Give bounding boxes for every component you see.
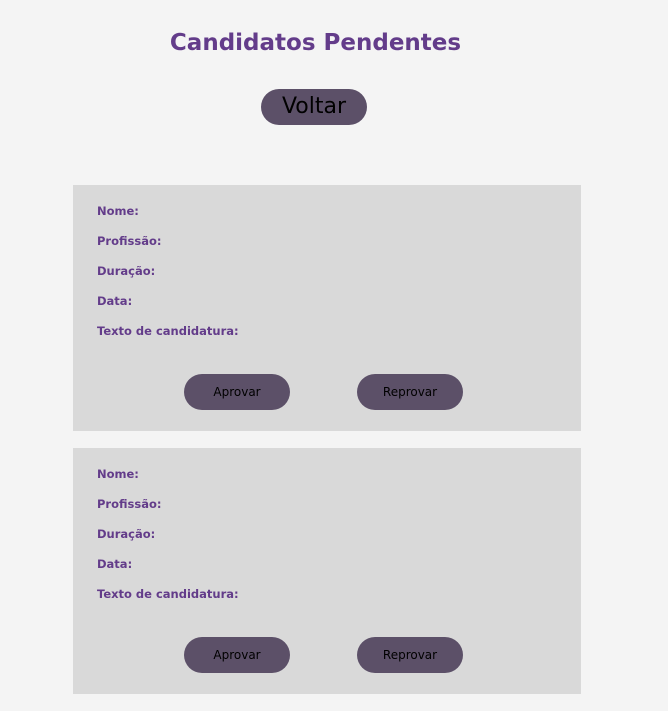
page-title: Candidatos Pendentes [169,30,462,56]
date-label: Data: [97,557,133,571]
candidate-card: Nome: Profissão: Duração: Data: Texto de… [73,448,581,694]
approve-button[interactable]: Aprovar [184,637,290,673]
candidate-duration-field: Duração: [97,264,155,278]
candidate-name-field: Nome: [97,467,139,481]
duration-label: Duração: [97,264,156,278]
candidate-application-text-field: Texto de candidatura: [97,324,239,338]
date-label: Data: [97,294,133,308]
name-label: Nome: [97,204,139,218]
back-button[interactable]: Voltar [261,89,367,125]
candidate-name-field: Nome: [97,204,139,218]
profession-label: Profissão: [97,234,162,248]
reject-button[interactable]: Reprovar [357,637,463,673]
candidate-application-text-field: Texto de candidatura: [97,587,239,601]
candidate-profession-field: Profissão: [97,234,161,248]
candidate-profession-field: Profissão: [97,497,161,511]
candidate-duration-field: Duração: [97,527,155,541]
candidate-date-field: Data: [97,294,132,308]
candidate-list: Nome: Profissão: Duração: Data: Texto de… [73,185,581,711]
application-text-label: Texto de candidatura: [97,324,239,338]
application-text-label: Texto de candidatura: [97,587,239,601]
candidate-date-field: Data: [97,557,132,571]
duration-label: Duração: [97,527,156,541]
reject-button[interactable]: Reprovar [357,374,463,410]
profession-label: Profissão: [97,497,162,511]
candidate-card: Nome: Profissão: Duração: Data: Texto de… [73,185,581,431]
name-label: Nome: [97,467,139,481]
approve-button[interactable]: Aprovar [184,374,290,410]
